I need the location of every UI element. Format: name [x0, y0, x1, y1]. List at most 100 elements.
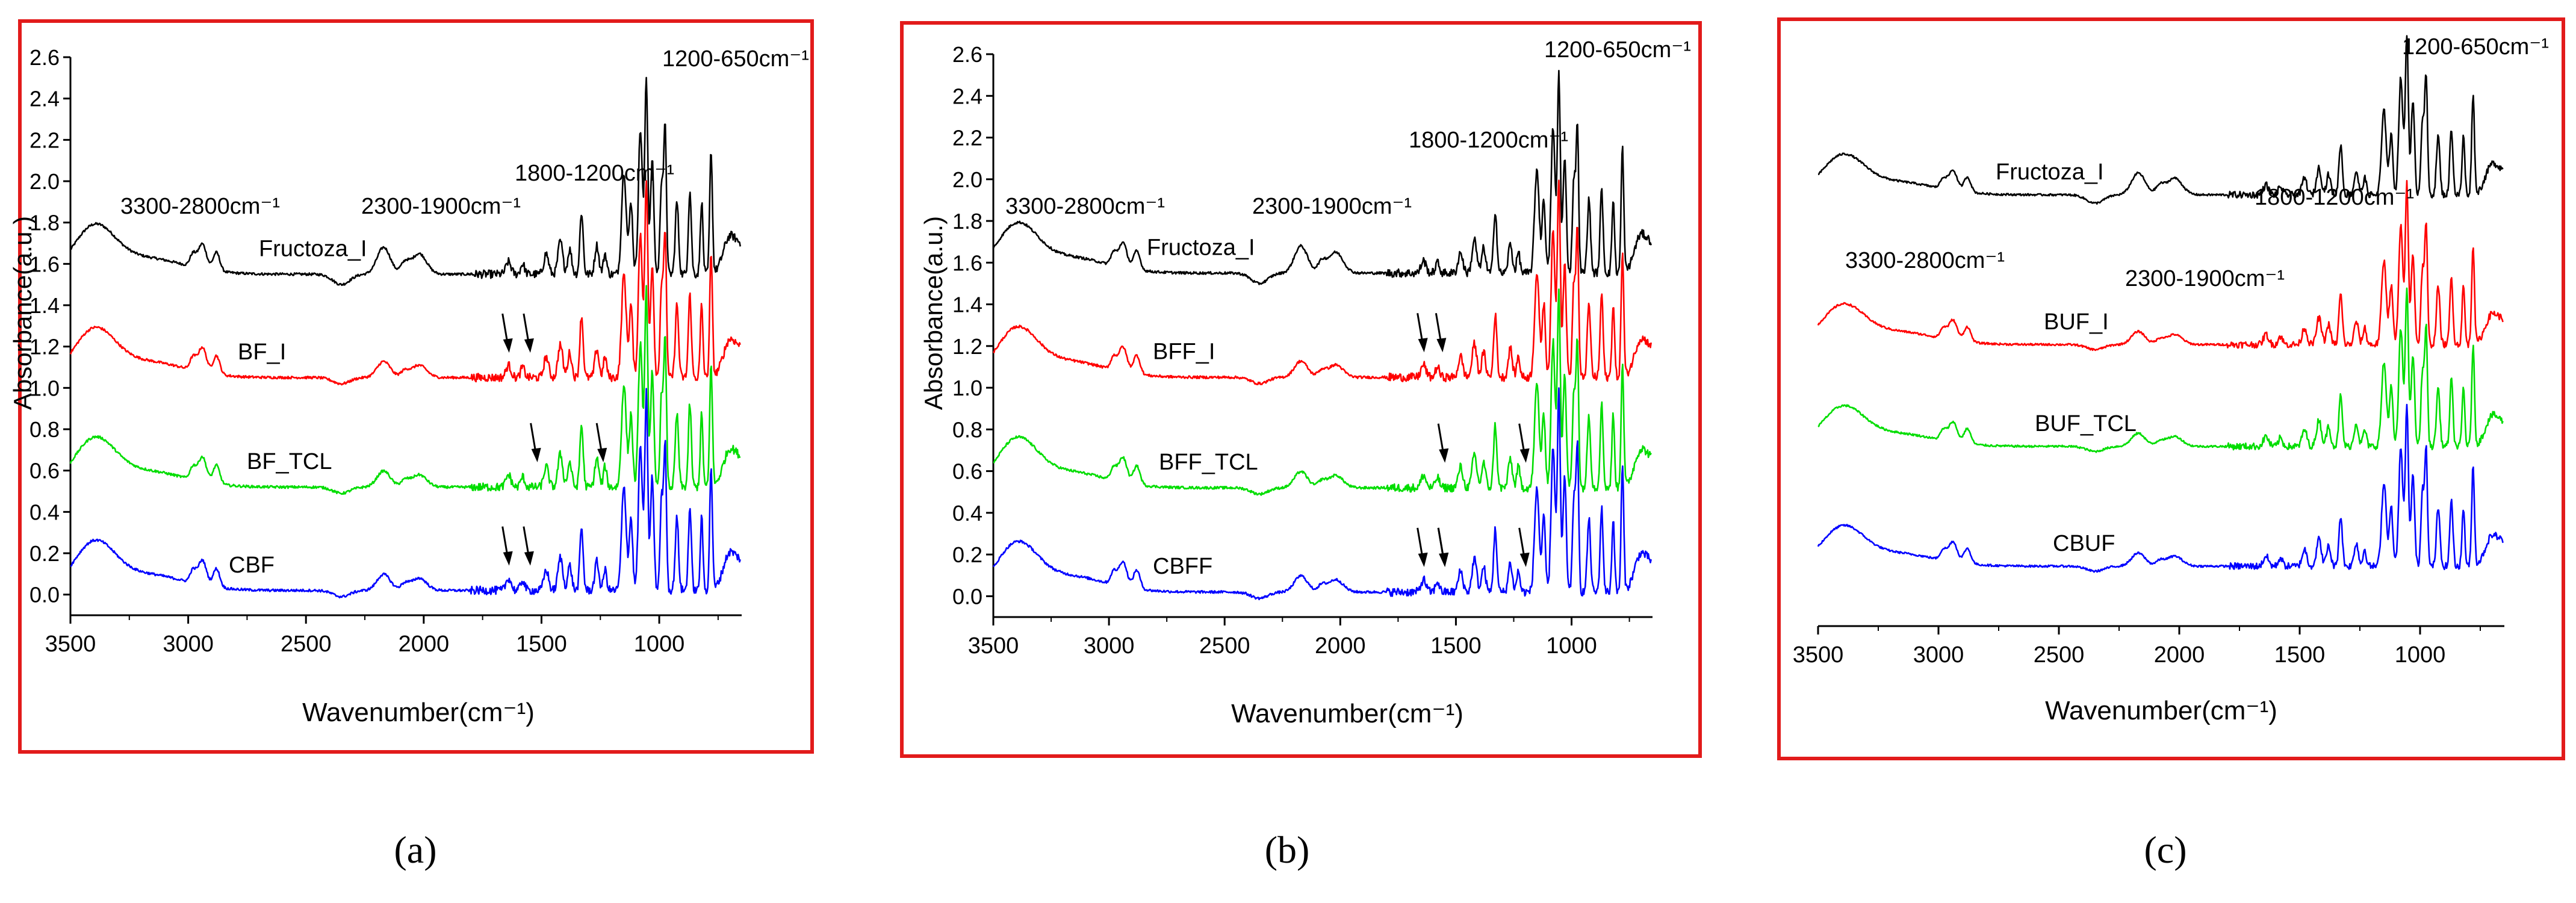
annotation-arrow: [523, 313, 534, 353]
arrow-head: [1519, 448, 1530, 463]
annotation-arrow: [1518, 423, 1530, 463]
y-tick-label: 1.6: [952, 250, 982, 275]
y-tick-label: 1.2: [29, 335, 60, 359]
x-tick-label: 2000: [2154, 642, 2205, 668]
y-tick-label: 0.8: [952, 417, 982, 442]
arrow-head: [1439, 552, 1449, 567]
region-label: 1800-1200cm⁻¹: [1409, 128, 1568, 153]
arrow-head: [524, 338, 534, 353]
spectrum-fructoza-i: [70, 76, 741, 287]
x-tick-label: 1500: [1430, 633, 1482, 659]
caption-c: (c): [2144, 828, 2187, 871]
x-tick-label: 3500: [968, 633, 1019, 659]
arrow-head: [503, 551, 513, 566]
x-tick-label: 3500: [45, 631, 96, 657]
spectrum-bf-tcl: [69, 285, 741, 495]
y-tick-label: 2.0: [952, 167, 982, 192]
annotation-arrow: [530, 423, 541, 462]
spectrum-fructoza-i: [992, 70, 1652, 285]
y-tick-label: 2.6: [29, 45, 60, 70]
spectrum-buf-i: [1817, 179, 2504, 352]
series-label: Fructoza_I: [1147, 235, 1255, 260]
x-axis-label: Wavenumber(cm⁻¹): [1231, 699, 1463, 728]
region-label: 3300-2800cm⁻¹: [1845, 248, 2005, 273]
spectrum-bff-tcl: [993, 288, 1652, 496]
y-tick-label: 1.2: [952, 334, 982, 359]
series-label: BFF_TCL: [1159, 450, 1258, 475]
annotation-arrow: [501, 526, 513, 566]
panel-c: 3500 3000 2500 2000 1500 1000 Wavenumber(cm⁻¹)…: [1793, 34, 2549, 725]
x-tick-label: 2000: [399, 631, 450, 657]
y-tick-label: 1.8: [952, 209, 982, 234]
x-tick-label: 1000: [2395, 642, 2446, 668]
x-axis-label: Wavenumber(cm⁻¹): [302, 698, 535, 727]
arrow-head: [1519, 552, 1530, 567]
panel-a: 3500 3000 2500 2000 1500 1000 0.0 0.2 0.4 0.6 0.8 1…: [8, 45, 809, 727]
annotation-arrow: [1437, 527, 1449, 567]
panel-c-frame: [1777, 17, 2565, 760]
series-label: BUF_TCL: [2035, 411, 2137, 436]
series-label: CBUF: [2053, 531, 2115, 556]
series-label: BUF_I: [2044, 309, 2109, 335]
y-tick-label: 0.0: [29, 583, 60, 607]
arrow-head: [503, 338, 513, 353]
y-tick-label: 0.2: [952, 542, 982, 567]
region-label: 3300-2800cm⁻¹: [1005, 194, 1165, 219]
arrow-head: [524, 551, 534, 566]
spectrum-cbuf: [1817, 403, 2504, 573]
annotation-arrow: [1518, 527, 1530, 567]
spectrum-bf-i: [69, 180, 741, 386]
x-tick-label: 1500: [2274, 642, 2326, 668]
y-tick-label: 1.6: [29, 252, 60, 276]
annotation-arrow: [1437, 423, 1449, 463]
region-label: 2300-1900cm⁻¹: [361, 194, 521, 219]
arrow-head: [1436, 338, 1447, 353]
y-tick-label: 2.2: [952, 126, 982, 150]
series-label: CBF: [229, 553, 275, 578]
spectrum-bff-i: [992, 179, 1652, 385]
y-tick-label: 0.6: [29, 459, 60, 483]
x-tick-label: 3000: [1913, 642, 1964, 668]
x-tick-label: 1000: [634, 631, 685, 657]
y-tick-label: 0.2: [29, 541, 60, 566]
region-label: 1200-650cm⁻¹: [2402, 34, 2549, 60]
y-tick-label: 2.2: [29, 128, 60, 152]
y-tick-label: 2.0: [29, 169, 60, 194]
annotation-arrow: [1417, 527, 1428, 567]
y-axis-label: Absorbance(a.u.): [919, 216, 948, 410]
x-tick-label: 1500: [516, 631, 567, 657]
panel-b: 3500 3000 2500 2000 1500 1000 0.0 0.2 0.4 0.6 0.8 1…: [919, 37, 1691, 728]
y-tick-label: 2.6: [952, 42, 982, 67]
y-axis-label: Absorbance(a.u.): [8, 216, 37, 410]
x-tick-label: 2500: [1199, 633, 1250, 659]
x-tick-label: 2500: [281, 631, 332, 657]
arrow-head: [531, 447, 541, 462]
series-label: BF_TCL: [247, 449, 332, 474]
x-tick-label: 3000: [1084, 633, 1135, 659]
arrow-head: [1439, 448, 1449, 463]
y-tick-label: 0.6: [952, 459, 982, 484]
arrow-head: [1418, 338, 1428, 353]
annotation-arrow: [1435, 312, 1447, 353]
x-tick-label: 2000: [1315, 633, 1366, 659]
panel-b-frame: [900, 21, 1702, 758]
annotation-arrow: [1417, 312, 1428, 353]
spectrum-cbf: [70, 388, 741, 599]
x-tick-label: 2500: [2034, 642, 2085, 668]
panel-a-frame: [18, 19, 814, 754]
region-label: 2300-1900cm⁻¹: [2125, 266, 2285, 291]
y-tick-label: 1.4: [29, 293, 60, 318]
y-tick-label: 0.0: [952, 584, 982, 609]
y-tick-label: 1.4: [952, 293, 982, 317]
y-tick-label: 0.4: [952, 501, 982, 526]
y-tick-label: 1.8: [29, 211, 60, 235]
region-label: 2300-1900cm⁻¹: [1252, 194, 1412, 219]
region-label: 3300-2800cm⁻¹: [120, 194, 280, 219]
x-tick-label: 3000: [163, 631, 214, 657]
series-label: CBFF: [1153, 554, 1212, 579]
x-tick-label: 1000: [1546, 633, 1597, 659]
region-label: 1800-1200cm⁻¹: [515, 161, 674, 186]
series-label: BF_I: [238, 340, 286, 365]
annotation-arrow: [595, 423, 607, 462]
